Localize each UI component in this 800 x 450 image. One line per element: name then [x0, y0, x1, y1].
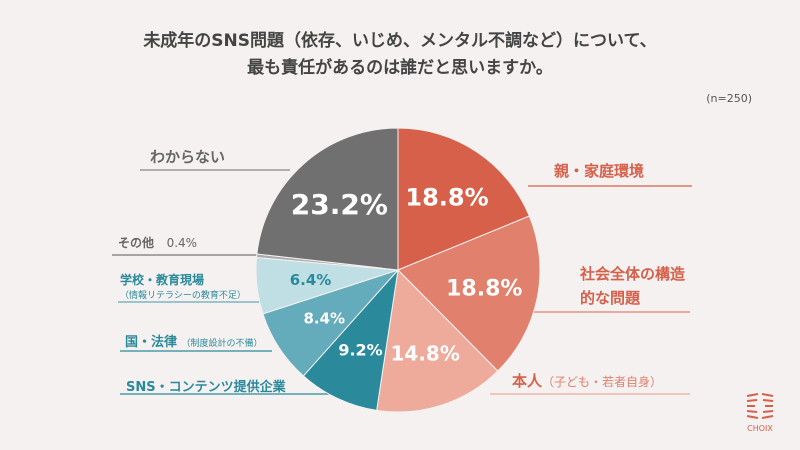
label-government: 国・法律 （制度設計の不備）: [125, 335, 263, 350]
title-line-2: 最も責任があるのは誰だと思いますか。: [247, 58, 553, 78]
label-unknown: わからない: [150, 148, 226, 166]
label-sns-companies: SNS・コンテンツ提供企業: [126, 380, 286, 395]
data-label: 18.8%: [405, 183, 488, 211]
label-parents: 親・家庭環境: [554, 162, 645, 180]
data-label: 14.8%: [391, 342, 460, 366]
data-label: 9.2%: [338, 340, 382, 359]
label-school: 学校・教育現場 （情報リテラシーの教育不足）: [120, 273, 246, 301]
label-other: その他 0.4%: [118, 236, 198, 250]
pie-slice: [397, 127, 531, 271]
label-society: 社会全体の構造的な問題: [580, 265, 686, 307]
title-line-1: 未成年のSNS問題（依存、いじめ、メンタル不調など）について、: [143, 31, 657, 51]
pie-slice: [376, 268, 499, 413]
data-label: 18.8%: [446, 276, 522, 301]
pie-slice: [256, 127, 399, 271]
data-label: 6.4%: [290, 271, 332, 289]
pie-slice: [302, 268, 399, 411]
sample-size: (n=250): [706, 92, 752, 105]
label-self: 本人（子ども・若者自身）: [512, 372, 663, 390]
choix-logo: CHOIX: [740, 392, 780, 433]
logo-icon: [746, 393, 774, 419]
logo-text: CHOIX: [747, 424, 773, 433]
chart-title: 未成年のSNS問題（依存、いじめ、メンタル不調など）について、 最も責任があるの…: [0, 28, 800, 82]
pie-slice: [397, 215, 541, 372]
data-label: 8.4%: [303, 309, 345, 327]
data-label: 23.2%: [291, 188, 388, 221]
